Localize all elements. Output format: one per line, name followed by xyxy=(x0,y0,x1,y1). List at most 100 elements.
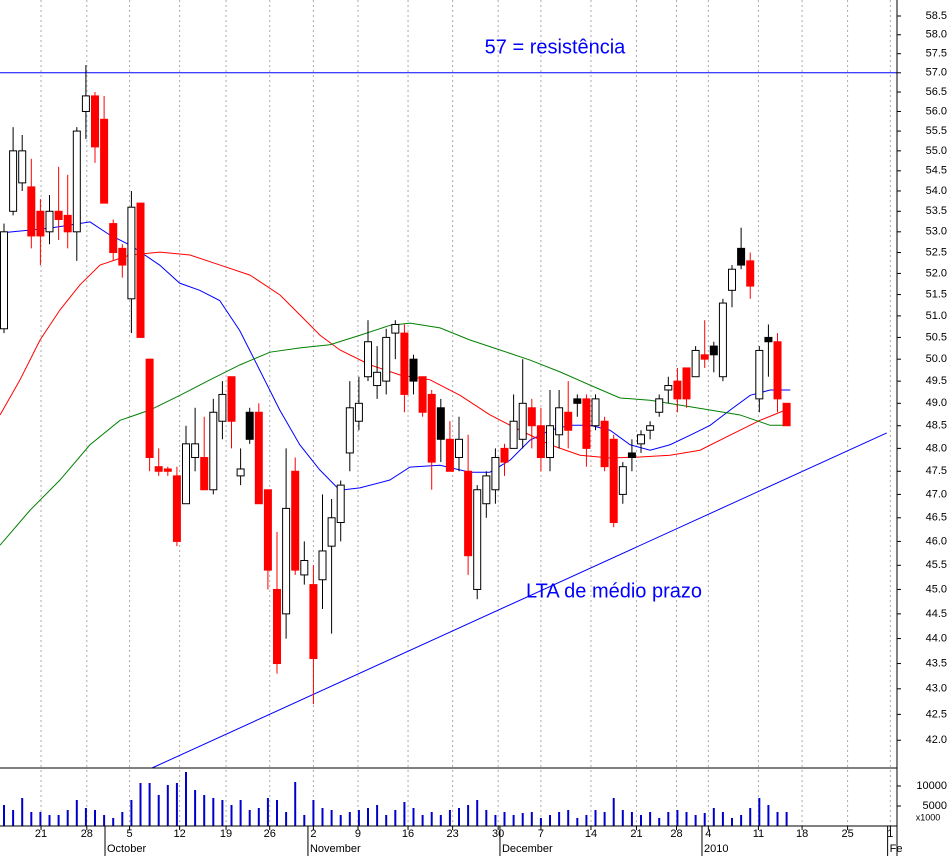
y-tick-label: 43.5 xyxy=(926,657,947,669)
y-tick-label: 42.0 xyxy=(926,734,947,746)
candle-body xyxy=(509,420,518,449)
candle-body xyxy=(546,425,555,459)
candle-body xyxy=(527,407,536,427)
y-tick-label: 55.0 xyxy=(926,145,947,157)
y-tick-label: 50.0 xyxy=(926,353,947,365)
candle-body xyxy=(300,559,309,576)
candle-body xyxy=(245,411,254,440)
y-tick-label: 53.0 xyxy=(926,226,947,238)
y-tick-label: 52.0 xyxy=(926,267,947,279)
candle-body xyxy=(728,268,737,291)
y-tick-label: 43.0 xyxy=(926,683,947,695)
candle-body xyxy=(655,398,664,413)
candle-body xyxy=(0,231,9,330)
candle-body xyxy=(436,407,445,440)
candle-body xyxy=(145,358,154,459)
month-label: November xyxy=(310,843,361,855)
candle-body xyxy=(209,411,218,491)
candle-body xyxy=(391,323,400,334)
candle-body xyxy=(455,438,464,459)
y-tick-label: 52.5 xyxy=(926,246,947,258)
candle-body xyxy=(709,345,718,356)
candle-body xyxy=(91,95,100,148)
candle-body xyxy=(473,489,482,590)
month-label: December xyxy=(502,843,553,855)
candle-body xyxy=(418,376,427,413)
month-label: 2010 xyxy=(704,843,728,855)
x-tick-label: 25 xyxy=(841,828,853,840)
candle-body xyxy=(591,398,600,427)
candle-body xyxy=(282,507,291,615)
y-tick-label: 56.5 xyxy=(926,86,947,98)
x-tick-label: 5 xyxy=(127,828,133,840)
candle-body xyxy=(464,470,473,557)
candle-body xyxy=(409,358,418,382)
candle-body xyxy=(163,468,172,472)
y-tick-label: 51.5 xyxy=(926,288,947,300)
y-tick-label: 47.5 xyxy=(926,465,947,477)
candle-body xyxy=(773,341,782,400)
candle-body xyxy=(345,407,354,454)
candle-body xyxy=(136,202,145,338)
candle-body xyxy=(191,443,200,459)
candle-body xyxy=(63,214,72,233)
y-tick-label: 45.0 xyxy=(926,583,947,595)
candle-body xyxy=(536,425,545,459)
candle-body xyxy=(382,336,391,382)
volume-tick-label: 5000 xyxy=(923,800,947,812)
candle-body xyxy=(427,393,436,463)
y-tick-label: 49.0 xyxy=(926,397,947,409)
y-tick-label: 54.0 xyxy=(926,185,947,197)
y-tick-label: 44.5 xyxy=(926,608,947,620)
x-tick-label: 16 xyxy=(402,828,414,840)
candle-body xyxy=(664,385,673,391)
y-tick-label: 58.0 xyxy=(926,29,947,41)
candle-body xyxy=(354,402,363,422)
x-tick-label: 12 xyxy=(174,828,186,840)
candle-body xyxy=(45,210,54,233)
candle-body xyxy=(609,438,618,523)
candle-body xyxy=(700,354,709,360)
x-tick-label: 18 xyxy=(796,828,808,840)
x-tick-label: 19 xyxy=(220,828,232,840)
candle-body xyxy=(154,466,163,472)
candle-body xyxy=(782,402,791,427)
candle-body xyxy=(573,398,582,404)
moving-average xyxy=(0,322,790,546)
y-tick-label: 57.0 xyxy=(926,67,947,79)
volume-tick-label: 10000 xyxy=(916,780,947,792)
y-tick-label: 56.0 xyxy=(926,105,947,117)
x-tick-label: 21 xyxy=(35,828,47,840)
x-tick-label: 28 xyxy=(670,828,682,840)
candle-body xyxy=(318,550,327,581)
candle-body xyxy=(364,341,373,378)
candle-body xyxy=(100,118,109,204)
candle-body xyxy=(637,434,646,445)
candle-body xyxy=(172,475,181,542)
candle-body xyxy=(273,588,282,665)
x-tick-label: 30 xyxy=(492,828,504,840)
candle-body xyxy=(564,411,573,431)
volume-unit: x1000 xyxy=(916,812,941,822)
month-label: October xyxy=(107,843,146,855)
y-tick-label: 46.5 xyxy=(926,512,947,524)
x-tick-label: 4 xyxy=(705,828,711,840)
y-tick-label: 50.5 xyxy=(926,331,947,343)
trendline-label: LTA de médio prazo xyxy=(526,580,702,602)
candle-body xyxy=(646,425,655,431)
resistance-label: 57 = resistência xyxy=(485,36,627,58)
candle-body xyxy=(600,420,609,468)
candle-body xyxy=(18,150,27,184)
candle-body xyxy=(218,393,227,422)
y-tick-label: 49.5 xyxy=(926,375,947,387)
candle-body xyxy=(445,438,454,472)
candle-body xyxy=(500,447,509,463)
candle-body xyxy=(582,398,591,449)
candle-body xyxy=(9,150,18,212)
y-tick-label: 53.5 xyxy=(926,205,947,217)
y-tick-label: 44.0 xyxy=(926,632,947,644)
x-tick-label: 9 xyxy=(355,828,361,840)
candle-body xyxy=(36,210,45,237)
